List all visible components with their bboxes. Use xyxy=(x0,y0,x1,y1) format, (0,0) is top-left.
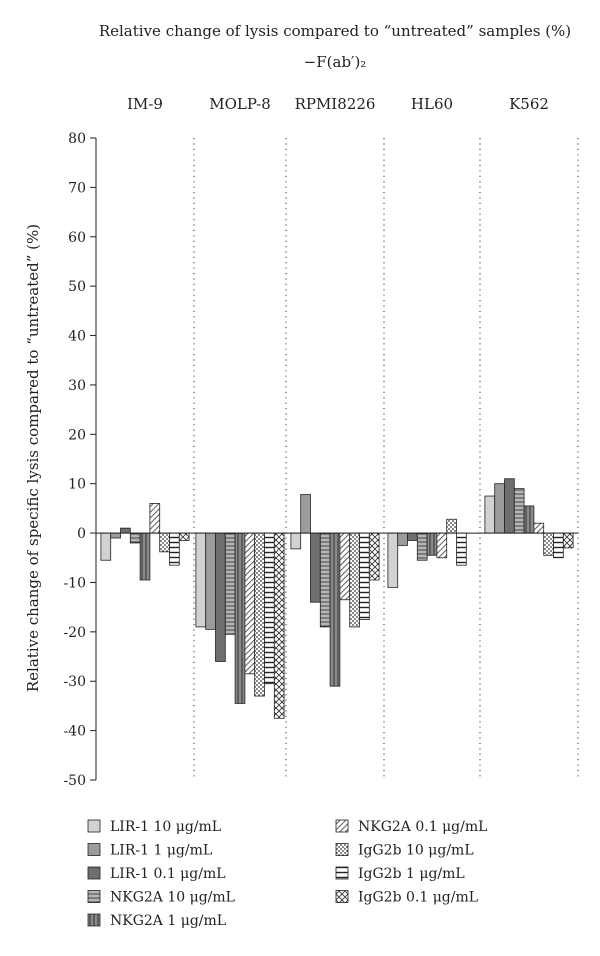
bar xyxy=(100,532,112,561)
bar xyxy=(234,532,246,704)
bar xyxy=(244,532,256,675)
y-tick-label: -20 xyxy=(63,625,86,641)
legend-swatch xyxy=(87,819,101,833)
bar xyxy=(224,532,236,635)
bar xyxy=(494,483,505,534)
category-label: RPMI8226 xyxy=(295,95,376,113)
bar xyxy=(513,488,525,534)
y-tick-label: 50 xyxy=(68,279,86,295)
legend-label: IgG2b 0.1 μg/mL xyxy=(358,890,478,906)
category-label: K562 xyxy=(509,95,549,113)
bar xyxy=(178,532,190,541)
legend-label: LIR-1 0.1 μg/mL xyxy=(110,866,226,882)
bar xyxy=(310,532,321,603)
legend-label: NKG2A 10 μg/mL xyxy=(110,890,235,906)
bar xyxy=(349,532,360,628)
legend-swatch xyxy=(335,866,349,880)
bar xyxy=(426,532,438,556)
y-axis-label: Relative change of specific lysis compar… xyxy=(24,224,42,692)
legend-label: LIR-1 1 μg/mL xyxy=(110,843,212,859)
legend-label: LIR-1 10 μg/mL xyxy=(110,819,221,835)
legend-label: NKG2A 1 μg/mL xyxy=(110,913,226,929)
bar xyxy=(319,532,331,628)
bar xyxy=(456,532,467,566)
y-tick-label: 80 xyxy=(68,131,86,147)
bar xyxy=(533,522,545,534)
y-tick-label: -10 xyxy=(63,575,86,591)
bar xyxy=(416,532,428,561)
y-tick-label: 0 xyxy=(77,526,86,542)
y-tick-label: 20 xyxy=(68,427,86,443)
bar xyxy=(264,532,275,685)
y-tick-label: 70 xyxy=(68,180,86,196)
bar xyxy=(273,532,285,719)
legend-swatch xyxy=(87,843,101,856)
bar xyxy=(205,532,216,630)
legend-swatch xyxy=(335,890,349,903)
chart-subtitle: −F(ab′)₂ xyxy=(304,53,367,71)
bar xyxy=(368,532,380,581)
category-label: HL60 xyxy=(411,95,453,113)
y-axis: -50 -40 -30 -20 -10 0 10 20 30 40 50 60 70 80 xyxy=(63,131,97,789)
bar xyxy=(215,532,226,662)
legend-swatch xyxy=(87,913,101,927)
bar xyxy=(120,527,131,534)
bar xyxy=(159,532,170,553)
bar xyxy=(339,532,351,601)
y-tick-label: -30 xyxy=(63,674,86,690)
chart-title: Relative change of lysis compared to “un… xyxy=(99,22,571,40)
y-tick-label: -40 xyxy=(63,724,86,740)
legend-swatch xyxy=(87,866,101,880)
bar xyxy=(149,503,161,534)
bar xyxy=(436,532,448,559)
bar xyxy=(195,532,207,628)
bar xyxy=(290,532,302,550)
bar xyxy=(407,532,418,541)
bar xyxy=(446,518,457,534)
bar xyxy=(523,505,535,534)
bar xyxy=(254,532,265,697)
bar xyxy=(329,532,341,687)
bar xyxy=(387,532,399,588)
bar xyxy=(397,532,408,546)
legend-label: NKG2A 0.1 μg/mL xyxy=(358,819,487,835)
legend-swatch xyxy=(335,843,349,856)
bar xyxy=(504,478,515,534)
legend-label: IgG2b 10 μg/mL xyxy=(358,843,474,859)
category-label: MOLP-8 xyxy=(209,95,271,113)
bar xyxy=(169,532,180,566)
y-tick-label: -50 xyxy=(63,773,86,789)
y-tick-label: 60 xyxy=(68,230,86,246)
y-tick-label: 10 xyxy=(68,477,86,493)
legend: LIR-1 10 μg/mL LIR-1 1 μg/mL LIR-1 0.1 μg/… xyxy=(87,819,487,929)
legend-swatch xyxy=(335,819,349,833)
bar xyxy=(129,532,141,544)
bar xyxy=(300,494,311,534)
group-separators xyxy=(193,138,579,780)
category-label: IM-9 xyxy=(127,95,163,113)
bar xyxy=(139,532,151,581)
bar xyxy=(359,532,370,620)
bar xyxy=(553,532,564,559)
y-tick-label: 40 xyxy=(68,329,86,345)
bar xyxy=(562,532,574,549)
bar xyxy=(543,532,554,556)
legend-swatch xyxy=(87,890,101,903)
legend-label: IgG2b 1 μg/mL xyxy=(358,866,465,882)
bars xyxy=(100,478,574,719)
y-tick-label: 30 xyxy=(68,378,86,394)
bar xyxy=(110,532,121,539)
bar xyxy=(484,495,496,534)
group-labels: IM-9 MOLP-8 RPMI8226 HL60 K562 xyxy=(127,95,549,113)
